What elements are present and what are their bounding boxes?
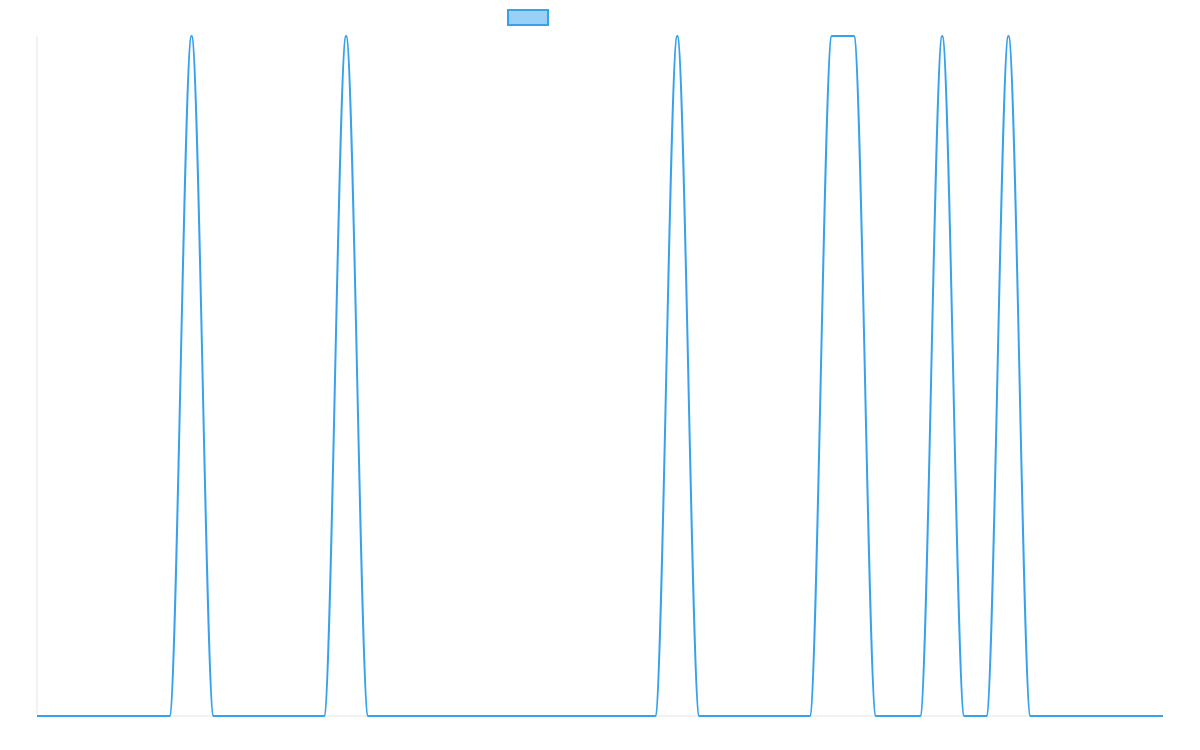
legend-swatch[interactable] (507, 9, 549, 26)
series-layer (37, 35, 1163, 718)
legend[interactable] (507, 9, 549, 26)
series-line-0 (37, 35, 1163, 718)
axes (36, 36, 1163, 717)
